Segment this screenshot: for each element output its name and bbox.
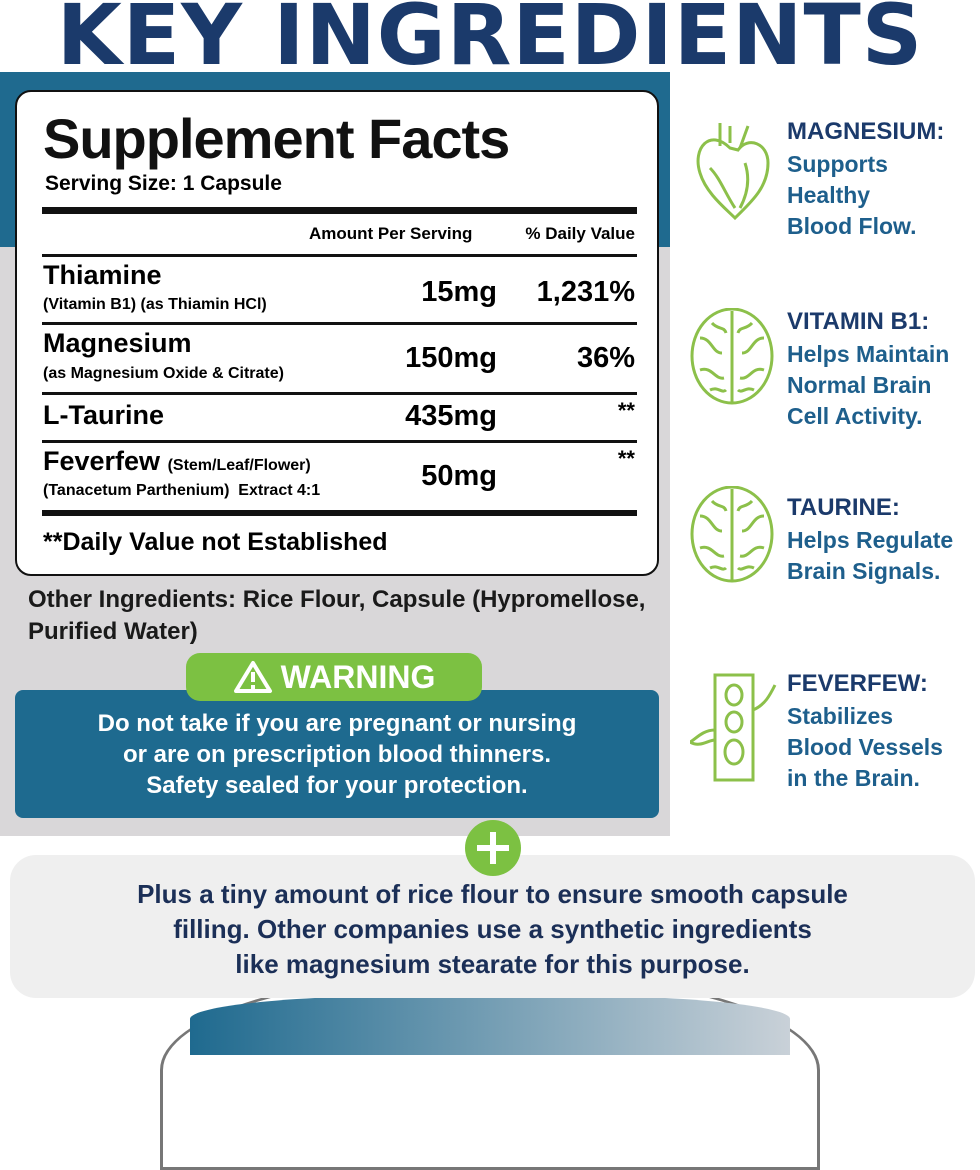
- dv-note: **Daily Value not Established: [43, 528, 388, 556]
- dv-header: % Daily Value: [525, 224, 635, 243]
- plus-icon: [465, 820, 521, 876]
- desc-line: Normal Brain: [787, 372, 932, 398]
- warning-line: or are on prescription blood thinners.: [122, 741, 552, 768]
- serving-size: Serving Size: 1 Capsule: [45, 172, 282, 195]
- ingredient-title: TAURINE:: [787, 494, 900, 521]
- desc-line: Stabilizes: [787, 703, 894, 729]
- page-title: KEY INGREDIENTS: [56, 0, 924, 84]
- row-name: L-Taurine: [43, 400, 164, 430]
- facts-title: Supplement Facts: [43, 107, 510, 170]
- ingredient-title: MAGNESIUM:: [787, 118, 945, 145]
- note-line: Plus a tiny amount of rice flour to ensu…: [137, 879, 848, 909]
- warning-line: Safety sealed for your protection.: [146, 772, 528, 799]
- note-line: filling. Other companies use a synthetic…: [173, 914, 812, 944]
- supplement-facts-card: Supplement Facts Serving Size: 1 Capsule…: [15, 90, 659, 576]
- divider: [42, 510, 637, 516]
- ingredient-title: VITAMIN B1:: [787, 308, 930, 335]
- row-sub: (Tanacetum Parthenium) Extract 4:1: [43, 482, 321, 499]
- heart-icon: [696, 123, 770, 221]
- divider: [42, 440, 637, 443]
- bottom-dome: [190, 995, 790, 1055]
- divider: [42, 392, 637, 395]
- row-name-extra: (Stem/Leaf/Flower): [167, 457, 311, 474]
- row-dv: **: [617, 398, 635, 423]
- note-line: like magnesium stearate for this purpose…: [235, 949, 750, 979]
- desc-line: Blood Flow.: [787, 213, 917, 239]
- divider: [42, 207, 637, 214]
- desc-line: Blood Vessels: [787, 734, 943, 760]
- desc-line: Supports: [787, 151, 888, 177]
- ingredient-desc: Helps Regulate Brain Signals.: [787, 525, 953, 587]
- divider: [42, 322, 637, 325]
- desc-line: Healthy: [787, 182, 871, 208]
- ingredient-title: FEVERFEW:: [787, 670, 928, 697]
- desc-line: Helps Regulate: [787, 527, 954, 553]
- row-amount: 435mg: [405, 400, 497, 432]
- row-sub: (Vitamin B1) (as Thiamin HCl): [43, 296, 267, 313]
- row-name: Thiamine: [43, 260, 162, 290]
- desc-line: Helps Maintain: [787, 341, 950, 367]
- warning-triangle-icon: [233, 661, 272, 693]
- desc-line: Brain Signals.: [787, 558, 941, 584]
- warning-line: Do not take if you are pregnant or nursi…: [97, 710, 577, 737]
- ingredient-desc: Helps Maintain Normal Brain Cell Activity.: [787, 339, 949, 432]
- brain-icon: [690, 486, 774, 583]
- row-dv: **: [617, 446, 635, 471]
- row-amount: 50mg: [421, 460, 497, 492]
- desc-line: in the Brain.: [787, 765, 920, 791]
- warning-label: WARNING: [280, 658, 436, 695]
- row-amount: 15mg: [421, 276, 497, 308]
- row-name: Feverfew (Stem/Leaf/Flower): [43, 446, 311, 477]
- row-dv: 36%: [576, 342, 635, 374]
- amount-header: Amount Per Serving: [309, 224, 473, 243]
- brain-icon: [690, 308, 774, 405]
- ingredient-desc: Supports Healthy Blood Flow.: [787, 149, 916, 242]
- row-name-text: Feverfew: [43, 446, 161, 476]
- rice-flour-note: Plus a tiny amount of rice flour to ensu…: [10, 855, 975, 998]
- warning-box: Do not take if you are pregnant or nursi…: [15, 690, 659, 818]
- other-ingredients: Other Ingredients: Rice Flour, Capsule (…: [28, 586, 646, 645]
- row-sub: (as Magnesium Oxide & Citrate): [43, 365, 284, 382]
- row-name: Magnesium: [43, 328, 192, 358]
- divider: [42, 254, 637, 257]
- row-amount: 150mg: [405, 342, 497, 374]
- desc-line: Cell Activity.: [787, 403, 923, 429]
- row-dv: 1,231%: [536, 276, 635, 308]
- warning-badge: WARNING: [186, 653, 482, 701]
- ingredient-desc: Stabilizes Blood Vessels in the Brain.: [787, 701, 943, 794]
- plant-stem-icon: [690, 673, 777, 782]
